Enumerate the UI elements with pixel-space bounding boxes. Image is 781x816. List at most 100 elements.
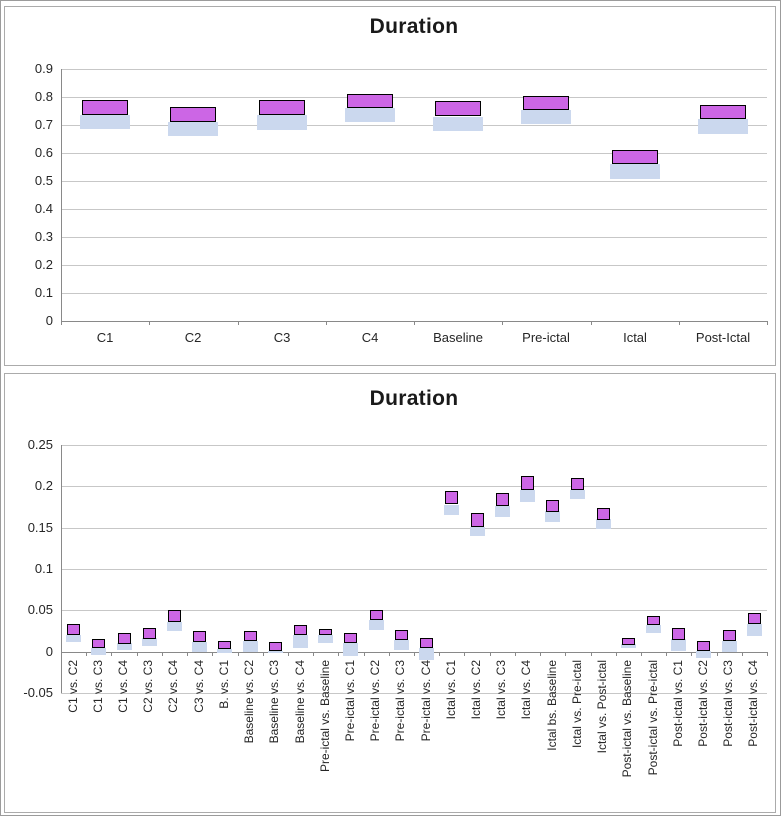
x-tick-label: Post-ictal vs. C2 bbox=[696, 660, 710, 747]
axis-tick-mark bbox=[86, 652, 87, 656]
bar-upper-segment bbox=[597, 508, 610, 520]
bar-lower-segment bbox=[433, 117, 483, 131]
y-tick-label: 0.7 bbox=[34, 117, 53, 132]
axis-tick-mark bbox=[238, 321, 239, 325]
y-tick-label: 0.1 bbox=[34, 561, 53, 576]
y-tick-label: 0.1 bbox=[34, 285, 53, 300]
bar-upper-segment bbox=[218, 641, 231, 649]
axis-tick-mark bbox=[502, 321, 503, 325]
y-axis-line bbox=[61, 445, 62, 693]
x-tick-label: Post-ictal vs. C4 bbox=[746, 660, 760, 747]
axis-tick-mark bbox=[288, 652, 289, 656]
x-tick-label: C4 bbox=[361, 330, 379, 345]
axis-tick-mark bbox=[767, 652, 768, 656]
y-tick-label: 0 bbox=[45, 313, 53, 328]
axis-tick-mark bbox=[742, 652, 743, 656]
bar-lower-segment bbox=[696, 651, 711, 658]
x-tick-label: C2 vs. C3 bbox=[141, 660, 155, 713]
bar-upper-segment bbox=[435, 101, 481, 116]
x-tick-label: Post-ictal vs. Pre-ictal bbox=[646, 660, 660, 776]
bar-lower-segment bbox=[671, 639, 686, 651]
bar-upper-segment bbox=[269, 642, 282, 651]
axis-tick-mark bbox=[61, 321, 62, 325]
bar-lower-segment bbox=[722, 641, 737, 652]
bar-upper-segment bbox=[244, 631, 257, 641]
axis-tick-mark bbox=[679, 321, 680, 325]
axis-tick-mark bbox=[490, 652, 491, 656]
gridline bbox=[61, 237, 767, 238]
x-tick-label: Baseline bbox=[433, 330, 483, 345]
x-tick-label: Pre-ictal vs. C4 bbox=[419, 660, 433, 742]
bar-upper-segment bbox=[92, 639, 105, 648]
axis-tick-mark bbox=[591, 652, 592, 656]
bar-upper-segment bbox=[445, 491, 458, 504]
gridline bbox=[61, 153, 767, 154]
x-tick-label: Pre-ictal vs. Baseline bbox=[318, 660, 332, 773]
y-tick-label: 0.8 bbox=[34, 89, 53, 104]
bar-lower-segment bbox=[394, 640, 409, 650]
gridline bbox=[61, 610, 767, 611]
bar-lower-segment bbox=[545, 511, 560, 522]
gridline bbox=[61, 293, 767, 294]
bar-lower-segment bbox=[80, 115, 130, 129]
x-tick-label: C1 bbox=[96, 330, 114, 345]
bar-lower-segment bbox=[318, 635, 333, 643]
axis-tick-mark bbox=[767, 321, 768, 325]
bar-lower-segment bbox=[217, 649, 232, 653]
y-axis-line bbox=[61, 69, 62, 321]
bar-upper-segment bbox=[168, 610, 181, 622]
x-tick-label: Post-ictal vs. Baseline bbox=[620, 660, 634, 778]
bar-upper-segment bbox=[259, 100, 305, 115]
x-tick-label: Baseline vs. C3 bbox=[267, 660, 281, 744]
axis-tick-mark bbox=[666, 652, 667, 656]
y-tick-label: 0.6 bbox=[34, 145, 53, 160]
x-tick-label: Ictal bbox=[623, 330, 647, 345]
axis-tick-mark bbox=[717, 652, 718, 656]
gridline bbox=[61, 528, 767, 529]
y-tick-label: -0.05 bbox=[23, 685, 53, 700]
bar-lower-segment bbox=[444, 505, 459, 515]
y-tick-label: 0.2 bbox=[34, 478, 53, 493]
x-tick-label: Post-ictal vs. C3 bbox=[721, 660, 735, 747]
bar-lower-segment bbox=[747, 624, 762, 636]
bar-upper-segment bbox=[143, 628, 156, 639]
y-tick-label: 0.2 bbox=[34, 257, 53, 272]
bar-upper-segment bbox=[170, 107, 216, 122]
axis-tick-mark bbox=[212, 652, 213, 656]
axis-tick-mark bbox=[540, 652, 541, 656]
x-tick-label: Baseline vs. C2 bbox=[242, 660, 256, 744]
axis-tick-mark bbox=[389, 652, 390, 656]
bar-upper-segment bbox=[523, 96, 569, 110]
bar-lower-segment bbox=[293, 635, 308, 648]
bar-upper-segment bbox=[546, 500, 559, 512]
bar-upper-segment bbox=[571, 478, 584, 490]
axis-tick-mark bbox=[149, 321, 150, 325]
y-tick-label: 0.05 bbox=[27, 602, 53, 617]
axis-tick-mark bbox=[464, 652, 465, 656]
axis-tick-mark bbox=[338, 652, 339, 656]
x-tick-label: Baseline vs. C4 bbox=[293, 660, 307, 744]
bar-lower-segment bbox=[66, 635, 81, 642]
x-tick-label: C2 bbox=[184, 330, 202, 345]
x-tick-label: Ictal vs. C4 bbox=[519, 660, 533, 720]
bar-upper-segment bbox=[294, 625, 307, 635]
axis-tick-mark bbox=[364, 652, 365, 656]
x-tick-label: Ictal vs. C3 bbox=[494, 660, 508, 720]
duration-by-state-chart-panel: Duration 0.9 0.8 0.7 0.6 0.5 0.4 0.3 0.2 0.1 0 C1 C… bbox=[4, 6, 776, 366]
x-tick-label: Ictal vs. Pre-ictal bbox=[570, 660, 584, 749]
axis-tick-mark bbox=[691, 652, 692, 656]
x-tick-label: Pre-ictal bbox=[522, 330, 570, 345]
bar-upper-segment bbox=[319, 629, 332, 635]
bar-upper-segment bbox=[193, 631, 206, 642]
x-tick-label: Post-ictal vs. C1 bbox=[671, 660, 685, 747]
bar-upper-segment bbox=[420, 638, 433, 648]
plot-area: 0.9 0.8 0.7 0.6 0.5 0.4 0.3 0.2 0.1 0 C1 C2 C3 C4 Base… bbox=[35, 62, 768, 345]
bar-lower-segment bbox=[369, 620, 384, 630]
bar-upper-segment bbox=[347, 94, 393, 108]
bar-lower-segment bbox=[570, 490, 585, 499]
bar-lower-segment bbox=[521, 110, 571, 124]
bar-upper-segment bbox=[521, 476, 534, 490]
y-tick-label: 0.15 bbox=[27, 520, 53, 535]
axis-tick-mark bbox=[414, 321, 415, 325]
x-tick-label: C2 vs. C4 bbox=[166, 660, 180, 713]
